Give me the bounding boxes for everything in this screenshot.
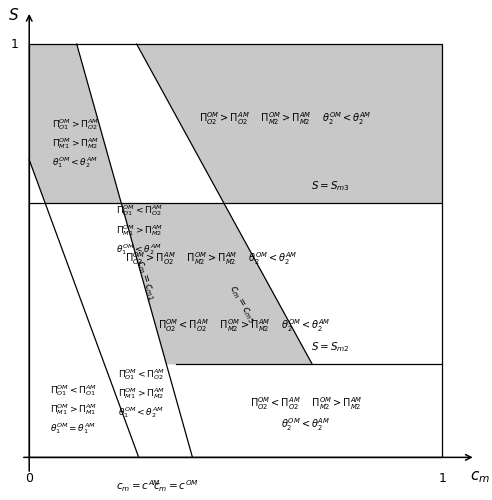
Text: 0: 0 <box>25 472 33 485</box>
Text: $\Pi_{O1}^{OM}<\Pi_{O1}^{AM}$
$\Pi_{M1}^{OM}>\Pi_{M1}^{AM}$
$\theta_1^{OM}=\thet: $\Pi_{O1}^{OM}<\Pi_{O1}^{AM}$ $\Pi_{M1}^… <box>50 384 97 436</box>
Polygon shape <box>137 44 442 203</box>
Text: $\Pi_{O1}^{OM}>\Pi_{O2}^{AM}$
$\Pi_{M1}^{OM}>\Pi_{M2}^{AM}$
$\theta_1^{OM}<\thet: $\Pi_{O1}^{OM}>\Pi_{O2}^{AM}$ $\Pi_{M1}^… <box>52 116 99 170</box>
Text: $S=S_{m3}$: $S=S_{m3}$ <box>311 179 350 193</box>
Text: 1: 1 <box>438 472 446 485</box>
Text: $S$: $S$ <box>8 7 19 23</box>
Text: $c_m$: $c_m$ <box>470 470 490 486</box>
Polygon shape <box>29 44 122 203</box>
Text: 1: 1 <box>11 38 19 51</box>
Text: $S=S_{m2}$: $S=S_{m2}$ <box>311 340 350 354</box>
Polygon shape <box>122 203 312 364</box>
Text: $c_m=c_{m5}$: $c_m=c_{m5}$ <box>225 284 257 326</box>
Text: $\Pi_{O1}^{OM}<\Pi_{O2}^{AM}$
$\Pi_{M1}^{OM}>\Pi_{M2}^{AM}$
$\theta_1^{OM}<\thet: $\Pi_{O1}^{OM}<\Pi_{O2}^{AM}$ $\Pi_{M1}^… <box>116 204 163 256</box>
Text: $\Pi_{O2}^{OM}<\Pi_{O2}^{AM}$    $\Pi_{M2}^{OM}>\Pi_{M2}^{AM}$
$\theta_2^{OM}<\t: $\Pi_{O2}^{OM}<\Pi_{O2}^{AM}$ $\Pi_{M2}^… <box>250 395 362 433</box>
Text: $c_m=c^{OM}$: $c_m=c^{OM}$ <box>153 478 199 494</box>
Text: $c_m=c^{AM}$: $c_m=c^{AM}$ <box>116 478 161 494</box>
Text: $\Pi_{O2}^{OM}<\Pi_{O2}^{AM}$    $\Pi_{M2}^{OM}>\Pi_{M2}^{AM}$    $\theta_2^{OM}: $\Pi_{O2}^{OM}<\Pi_{O2}^{AM}$ $\Pi_{M2}^… <box>158 316 331 334</box>
Text: $\Pi_{O1}^{OM}<\Pi_{O2}^{AM}$
$\Pi_{M1}^{OM}>\Pi_{M2}^{AM}$
$\theta_1^{OM}<\thet: $\Pi_{O1}^{OM}<\Pi_{O2}^{AM}$ $\Pi_{M1}^… <box>118 366 165 420</box>
Text: $\Pi_{O2}^{OM}>\Pi_{O2}^{AM}$    $\Pi_{M2}^{OM}>\Pi_{M2}^{AM}$    $\theta_2^{OM}: $\Pi_{O2}^{OM}>\Pi_{O2}^{AM}$ $\Pi_{M2}^… <box>125 250 297 268</box>
Text: $\Pi_{O2}^{OM}>\Pi_{O2}^{AM}$    $\Pi_{M2}^{OM}>\Pi_{M2}^{AM}$    $\theta_2^{OM}: $\Pi_{O2}^{OM}>\Pi_{O2}^{AM}$ $\Pi_{M2}^… <box>199 110 372 127</box>
Text: $c_m=c_{m1}$: $c_m=c_{m1}$ <box>132 258 157 302</box>
